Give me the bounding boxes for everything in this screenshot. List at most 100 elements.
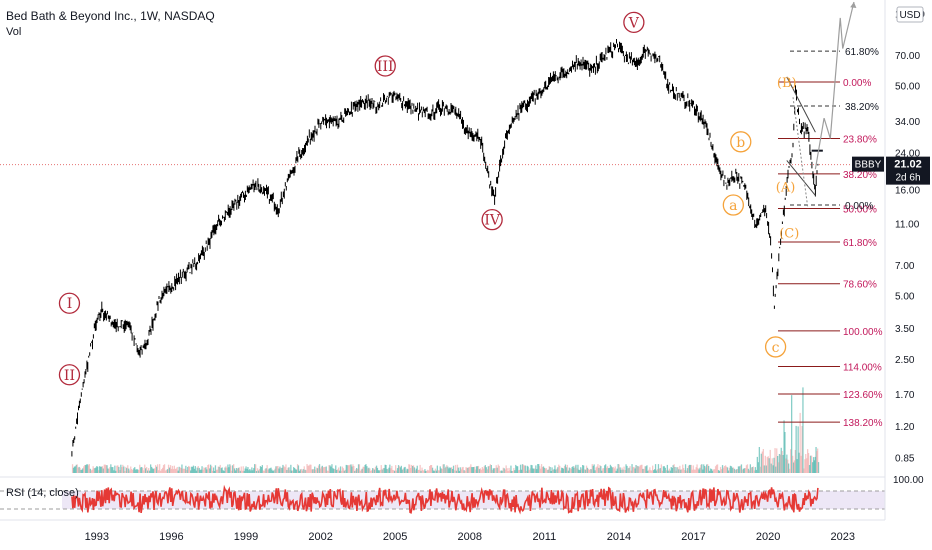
volume-bar: [308, 465, 310, 473]
volume-bar: [641, 464, 643, 473]
volume-bar: [77, 467, 79, 473]
price-tick-label: 16.00: [895, 186, 920, 197]
volume-bar: [587, 468, 590, 473]
volume-bar: [330, 466, 332, 473]
wave-label: (B): [777, 76, 797, 91]
drawing-tools: [0, 1, 885, 209]
volume-bar: [342, 468, 345, 473]
volume-bar: [392, 469, 394, 473]
volume-bar: [655, 470, 658, 473]
volume-bar: [577, 464, 579, 473]
volume-bar: [533, 468, 535, 473]
volume-bar: [406, 468, 408, 473]
volume-bar: [711, 470, 714, 473]
volume-bar: [366, 466, 368, 473]
volume-bar: [475, 466, 478, 473]
volume-bar: [411, 464, 413, 473]
price-tick-label: 3.50: [895, 324, 915, 335]
volume-bar: [796, 459, 798, 473]
volume-bar: [193, 468, 196, 473]
price-tick-label: 7.00: [895, 261, 915, 272]
volume-bar: [784, 432, 786, 473]
volume-bar: [367, 468, 369, 473]
volume-bar: [555, 469, 557, 473]
volume-bar: [316, 467, 318, 473]
volume-bar: [455, 470, 458, 473]
volume-bar: [739, 465, 742, 473]
volume-bar: [442, 464, 444, 473]
volume-bar: [285, 464, 287, 473]
price-tick-label: 1.20: [895, 422, 915, 433]
volume-bar: [705, 467, 707, 473]
time-tick-label: 2017: [681, 531, 705, 543]
volume-bar: [617, 464, 619, 473]
volume-bar: [434, 468, 437, 473]
price-candles: [71, 39, 819, 457]
volume-bar: [774, 448, 776, 473]
volume-bar: [274, 468, 276, 473]
volume-bar: [196, 467, 198, 473]
channel-upper: [786, 76, 816, 133]
volume-bar: [687, 465, 690, 473]
volume-bar: [197, 466, 199, 473]
volume-bar: [783, 420, 785, 473]
volume-bar: [288, 467, 290, 473]
volume-bar: [215, 469, 218, 473]
volume-bar: [198, 467, 200, 473]
volume-bar: [631, 464, 633, 473]
volume-bar: [223, 471, 225, 473]
volume-bar: [400, 465, 402, 473]
volume-bar: [574, 466, 576, 473]
volume-bar: [245, 466, 247, 473]
volume-bar: [78, 466, 80, 473]
volume-bar: [318, 464, 321, 473]
volume-bar: [777, 456, 779, 473]
volume-bar: [679, 465, 681, 473]
volume-bar: [700, 464, 702, 473]
volume-bar: [746, 464, 749, 473]
time-tick-label: 1993: [85, 531, 109, 543]
volume-bar: [426, 470, 428, 473]
volume-bar: [468, 467, 470, 473]
volume-bar: [346, 465, 348, 473]
volume-bar: [398, 466, 401, 473]
volume-bar: [138, 470, 140, 473]
volume-bar: [83, 466, 85, 473]
volume-bar: [373, 468, 375, 473]
volume-bar: [586, 467, 589, 473]
volume-bar: [621, 467, 623, 473]
volume-bar: [452, 465, 455, 473]
volume-bar: [75, 464, 77, 473]
volume-bar: [80, 469, 82, 473]
volume-bar: [154, 468, 156, 473]
volume-bar: [143, 470, 145, 473]
volume-bar: [326, 470, 328, 473]
volume-bar: [565, 467, 568, 473]
volume-bar: [183, 468, 185, 473]
volume-bar: [323, 467, 325, 473]
fib-black-label: 61.80%: [845, 47, 879, 58]
currency-label: USD: [899, 10, 920, 21]
volume-bar: [503, 468, 505, 473]
volume-bar: [576, 468, 578, 473]
volume-bar: [710, 468, 712, 473]
volume-bar: [606, 466, 609, 473]
volume-bar: [714, 466, 717, 473]
volume-bar: [443, 464, 445, 473]
volume-bar: [740, 464, 743, 473]
volume-bar: [667, 470, 669, 473]
volume-bar: [301, 470, 303, 473]
volume-bar: [729, 465, 732, 473]
volume-bar: [768, 458, 770, 473]
volume-bar: [324, 466, 326, 473]
volume-bar: [453, 470, 456, 473]
volume-bar: [120, 464, 122, 473]
volume-bar: [195, 470, 197, 473]
volume-bar: [153, 468, 155, 473]
volume-bar: [235, 468, 238, 473]
volume-bar: [730, 466, 733, 473]
volume-bar: [732, 467, 735, 473]
volume-bar: [582, 465, 584, 473]
volume-bar: [741, 469, 744, 473]
